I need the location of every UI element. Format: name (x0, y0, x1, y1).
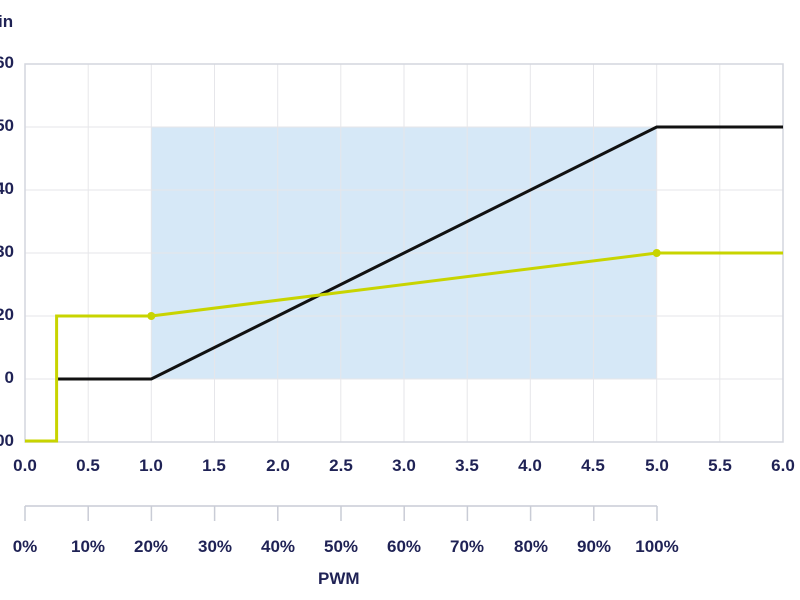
green-series-line (25, 251, 783, 443)
pwm-tick-label: 20% (133, 537, 169, 556)
x-tick-label: 3.5 (455, 456, 479, 475)
pwm-tick-label: 90% (576, 537, 612, 556)
y-tick-label: 00 (0, 431, 14, 450)
y-tick-label: 60 (0, 53, 14, 72)
x-tick-label: 4.0 (518, 456, 542, 475)
x-tick-label: 4.5 (581, 456, 605, 475)
y-tick-label: 0 (4, 368, 14, 387)
x-tick-label: 5.0 (645, 456, 669, 475)
x-tick-label: 5.5 (708, 456, 732, 475)
x-tick-label: 2.0 (266, 456, 290, 475)
pwm-tick-label: 80% (513, 537, 549, 556)
black-series-line (56, 125, 783, 381)
x-tick-label: 0.5 (76, 456, 100, 475)
pwm-tick-label: 30% (197, 537, 233, 556)
pwm-tick-label: 50% (323, 537, 359, 556)
green-series-marker (147, 312, 156, 320)
pwm-tick-label: 40% (260, 537, 296, 556)
pwm-axis (24, 505, 658, 521)
x-tick-label: 1.0 (139, 456, 163, 475)
pwm-tick-label: 0% (12, 537, 38, 556)
x-tick-label: 1.5 (202, 456, 226, 475)
y-tick-label: 40 (0, 179, 14, 198)
y-tick-label: 20 (0, 305, 14, 324)
green-series-marker (652, 249, 661, 257)
y-tick-label: 30 (0, 242, 14, 261)
y-tick-label: 50 (0, 116, 14, 135)
x-tick-label: 0.0 (13, 456, 37, 475)
x-tick-label: 3.0 (392, 456, 416, 475)
pwm-tick-label: 60% (386, 537, 422, 556)
pwm-axis-title: PWM (318, 569, 360, 588)
y-axis-unit-label: in (0, 12, 14, 31)
pwm-tick-label: 70% (449, 537, 485, 556)
x-tick-label: 2.5 (329, 456, 353, 475)
pwm-tick-label: 100% (635, 537, 679, 556)
pwm-tick-label: 10% (70, 537, 106, 556)
x-tick-label: 6.0 (771, 456, 795, 475)
